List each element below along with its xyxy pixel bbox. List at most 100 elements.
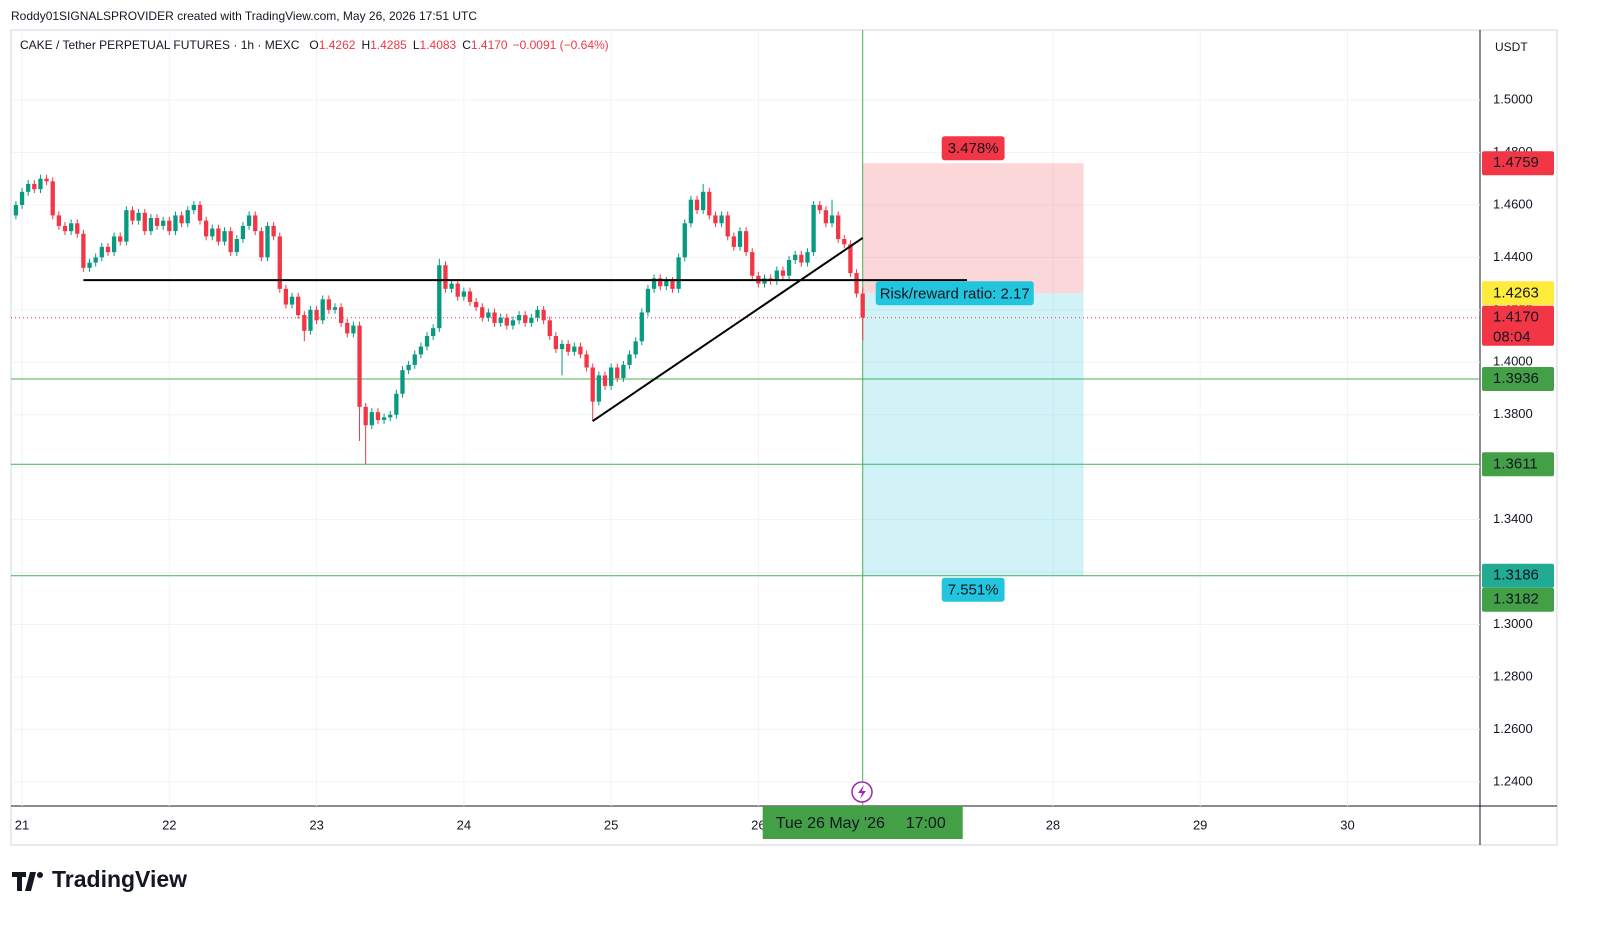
candle-body	[418, 346, 424, 355]
candle-body	[326, 299, 332, 310]
candle-body	[737, 231, 743, 247]
legend-value: 1.4262	[319, 38, 356, 52]
candle-body	[682, 223, 687, 258]
candle-body	[431, 328, 436, 337]
y-tick-label: 1.2600	[1493, 721, 1533, 736]
candle-body	[19, 191, 25, 205]
candle-body	[437, 265, 442, 329]
candle-body	[473, 301, 479, 308]
candle-body	[842, 239, 847, 245]
x-tick-label: 21	[15, 817, 29, 832]
candle-body	[44, 178, 49, 182]
stop-price-label-box	[1482, 151, 1554, 176]
candle-body	[523, 315, 528, 323]
candle-body	[197, 204, 203, 221]
candle-body	[823, 210, 829, 224]
candle-body	[848, 244, 853, 274]
candle-body	[75, 223, 80, 234]
candle-body	[124, 210, 129, 242]
grid	[11, 30, 1480, 806]
candle-body	[731, 236, 736, 247]
candle-body	[541, 309, 546, 321]
legend-line: CAKE / Tether PERPETUAL FUTURES · 1h · M…	[20, 38, 609, 52]
symbol-title: CAKE / Tether PERPETUAL FUTURES · 1h · M…	[20, 38, 300, 52]
candle-body	[676, 257, 681, 289]
x-tick-label: 23	[309, 817, 323, 832]
candle-body	[271, 225, 276, 237]
candle-body	[210, 228, 215, 237]
candle-body	[707, 191, 712, 216]
candle-body	[62, 225, 68, 232]
candle-body	[701, 191, 706, 211]
crosshair-date-box	[762, 806, 963, 839]
price-line-label-box	[1482, 563, 1554, 588]
candle-body	[228, 231, 233, 253]
candle-body	[50, 181, 55, 216]
candle-body	[805, 252, 810, 263]
candle-body	[566, 343, 571, 352]
candle-body	[461, 291, 466, 297]
candle-body	[553, 336, 559, 350]
candle-body	[179, 215, 184, 224]
price-line-label: 1.3611	[1493, 455, 1538, 472]
y-tick-label: 1.3800	[1493, 406, 1533, 421]
candle-body	[424, 336, 430, 347]
legend-key: H	[361, 38, 370, 52]
candle-body	[799, 254, 804, 263]
candle-body	[142, 212, 147, 232]
candle-body	[645, 288, 651, 313]
candle-body	[615, 367, 620, 379]
candle-body	[234, 239, 239, 253]
candle-body	[529, 317, 534, 323]
candle-body	[498, 317, 503, 323]
stop-price-label: 1.4759	[1493, 154, 1539, 171]
candle-body	[105, 246, 111, 253]
candle-body	[774, 270, 779, 281]
last-price-label-countdown: 08:04	[1493, 329, 1531, 346]
candle-body	[87, 262, 92, 268]
candle-body	[406, 364, 411, 371]
candle-body	[203, 220, 209, 237]
price-line-label: 1.3936	[1493, 370, 1539, 387]
candle-body	[510, 320, 516, 326]
y-tick-label: 1.3400	[1493, 511, 1533, 526]
y-tick-label: 1.4000	[1493, 354, 1533, 369]
frame	[10, 29, 1558, 846]
target-label-box	[941, 577, 1005, 602]
candle-body	[559, 343, 565, 350]
candle-body	[118, 236, 123, 242]
candle-body	[38, 178, 43, 190]
stop-label: 3.478%	[941, 136, 1005, 161]
stop-zone	[862, 163, 1084, 294]
candle-body	[240, 225, 246, 240]
candle-body	[222, 231, 227, 242]
candle-body	[394, 393, 399, 415]
legend-key: C	[462, 38, 471, 52]
candle-body	[351, 325, 356, 334]
candle-body	[547, 320, 552, 337]
target-label-text: 7.551%	[948, 582, 999, 599]
price-line-label-box	[1482, 452, 1554, 477]
candle-body	[535, 309, 540, 318]
candle-body	[265, 225, 270, 258]
target-zone	[862, 293, 1084, 576]
candle-body	[369, 412, 374, 426]
candle-body	[516, 315, 522, 321]
candle-body	[93, 257, 98, 263]
candle-body	[68, 223, 74, 232]
candle-body	[725, 215, 730, 237]
candle-body	[719, 215, 724, 224]
candle-body	[253, 215, 258, 232]
candle-body	[388, 414, 393, 418]
candle-body	[713, 215, 718, 224]
stop-label-box	[941, 136, 1005, 161]
candle-body	[13, 204, 19, 216]
candle-body	[81, 233, 86, 268]
x-tick-label: 25	[604, 817, 618, 832]
candle-body	[246, 215, 252, 226]
candle-body	[130, 210, 135, 221]
plot: 3.478% 7.551% Risk/reward ratio: 2.17	[11, 30, 1480, 806]
x-tick-label: 30	[1340, 817, 1354, 832]
candle-body	[596, 375, 601, 402]
